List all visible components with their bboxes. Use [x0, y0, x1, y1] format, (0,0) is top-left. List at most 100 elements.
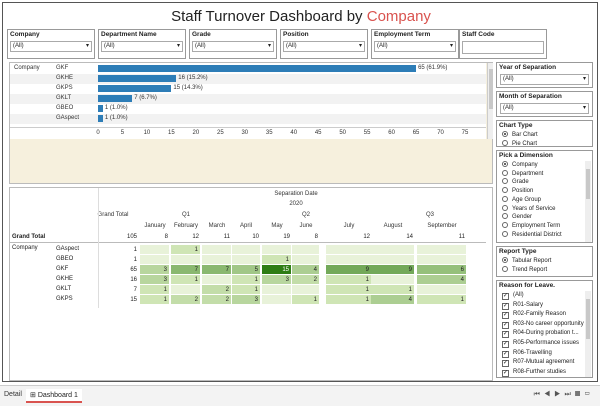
table-cell[interactable]: [171, 255, 200, 264]
panel-scrollbar[interactable]: [585, 291, 591, 377]
table-cell[interactable]: [371, 255, 414, 264]
tab-detail[interactable]: Detail: [4, 391, 22, 398]
radio-option[interactable]: Company: [502, 161, 538, 170]
radio-option[interactable]: Years of Service: [502, 204, 555, 214]
bar-row[interactable]: GKF 65 (61.9%): [10, 64, 486, 74]
table-cell[interactable]: [202, 275, 231, 284]
radio-option[interactable]: Pie Chart: [502, 139, 537, 146]
table-cell[interactable]: [292, 255, 319, 264]
radio-option[interactable]: Tabular Report: [502, 257, 551, 266]
checkbox-option[interactable]: ✓ R07-Mutual agreement: [502, 358, 574, 368]
table-cell[interactable]: 1: [232, 285, 260, 294]
table-cell[interactable]: 3: [262, 275, 291, 284]
table-cell[interactable]: 7: [171, 265, 200, 274]
radio-option[interactable]: Trend Report: [502, 265, 547, 275]
filter-dropdown[interactable]: [462, 41, 544, 54]
radio-option[interactable]: Residential District: [502, 230, 562, 240]
panel-scrollbar[interactable]: [585, 161, 591, 242]
bar-chart-scrollbar[interactable]: [487, 63, 493, 139]
filter-dropdown[interactable]: (All) ▾: [283, 41, 365, 52]
table-cell[interactable]: 1: [140, 285, 169, 294]
sheet-navigation[interactable]: ⏮◀▶⏭▦▭: [534, 391, 594, 399]
table-cell[interactable]: 1: [326, 295, 371, 304]
checkbox-option[interactable]: ✓ (All): [502, 291, 524, 300]
table-cell[interactable]: [326, 255, 371, 264]
table-cell[interactable]: [417, 245, 466, 254]
checkbox-option[interactable]: ✓ R06-Travelling: [502, 349, 552, 358]
table-cell[interactable]: [171, 285, 200, 294]
radio-option[interactable]: Grade: [502, 178, 529, 187]
panel-dropdown[interactable]: (All) ▾: [500, 103, 589, 114]
table-cell[interactable]: [140, 255, 169, 264]
table-cell[interactable]: 1: [171, 275, 200, 284]
table-cell[interactable]: [262, 295, 291, 304]
checkbox-option[interactable]: ✓ R03-No career opportunity: [502, 320, 584, 329]
table-cell[interactable]: 3: [140, 275, 169, 284]
table-cell[interactable]: 2: [292, 275, 319, 284]
table-cell[interactable]: [417, 255, 466, 264]
table-cell[interactable]: 1: [326, 285, 371, 294]
table-cell[interactable]: [292, 245, 319, 254]
radio-option[interactable]: Bar Chart: [502, 131, 538, 140]
table-cell[interactable]: 1: [171, 245, 200, 254]
table-cell[interactable]: 3: [232, 295, 260, 304]
bar-row[interactable]: GKHE 16 (15.2%): [10, 74, 486, 84]
table-cell[interactable]: 2: [202, 295, 231, 304]
table-cell[interactable]: 1: [326, 275, 371, 284]
filter-dropdown[interactable]: (All) ▾: [10, 41, 92, 52]
table-cell[interactable]: 1: [371, 285, 414, 294]
bar[interactable]: [98, 85, 172, 92]
table-cell[interactable]: [262, 245, 291, 254]
bar[interactable]: [98, 105, 103, 112]
bar-row[interactable]: GKPS 15 (14.3%): [10, 84, 486, 94]
table-cell[interactable]: 5: [232, 265, 260, 274]
table-cell[interactable]: 4: [417, 275, 466, 284]
table-cell[interactable]: [232, 255, 260, 264]
table-cell[interactable]: [140, 245, 169, 254]
table-cell[interactable]: 6: [417, 265, 466, 274]
bar-chart[interactable]: Company GKF 65 (61.9%) GKHE 16 (15.2%) GKPS 15…: [10, 63, 486, 127]
radio-option[interactable]: Department: [502, 169, 543, 179]
checkbox-option[interactable]: ✓ R08-Further studies: [502, 368, 566, 377]
bar[interactable]: [98, 75, 177, 82]
checkbox-option[interactable]: ✓ R04-During probation t...: [502, 329, 579, 339]
table-cell[interactable]: 15: [262, 265, 291, 274]
table-cell[interactable]: [326, 245, 371, 254]
bar-row[interactable]: GBEO 1 (1.0%): [10, 104, 486, 114]
table-cell[interactable]: 1: [292, 295, 319, 304]
filter-dropdown[interactable]: (All) ▾: [374, 41, 456, 52]
table-cell[interactable]: 2: [171, 295, 200, 304]
table-cell[interactable]: [417, 285, 466, 294]
table-cell[interactable]: [292, 285, 319, 294]
bar[interactable]: [98, 115, 103, 122]
filter-dropdown[interactable]: (All) ▾: [192, 41, 274, 52]
table-cell[interactable]: 4: [371, 295, 414, 304]
panel-dropdown[interactable]: (All) ▾: [500, 74, 589, 85]
table-cell[interactable]: [371, 275, 414, 284]
radio-option[interactable]: Age Group: [502, 195, 541, 205]
table-cell[interactable]: 1: [262, 255, 291, 264]
checkbox-option[interactable]: ✓ R01-Salary: [502, 301, 543, 310]
table-cell[interactable]: [202, 245, 231, 254]
table-cell[interactable]: 1: [232, 275, 260, 284]
bar-row[interactable]: GKLT 7 (6.7%): [10, 94, 486, 104]
filter-dropdown[interactable]: (All) ▾: [101, 41, 183, 52]
table-cell[interactable]: 9: [371, 265, 414, 274]
table-cell[interactable]: 2: [202, 285, 231, 294]
table-cell[interactable]: [202, 255, 231, 264]
radio-option[interactable]: Gender: [502, 213, 532, 222]
checkbox-option[interactable]: ✓ R02-Family Reason: [502, 310, 566, 320]
table-cell[interactable]: [371, 245, 414, 254]
bar-row[interactable]: GAspect 1 (1.0%): [10, 114, 486, 124]
checkbox-option[interactable]: ✓ R05-Performance issues: [502, 339, 579, 348]
radio-option[interactable]: Employment Term: [502, 221, 560, 231]
bar[interactable]: [98, 95, 133, 102]
radio-option[interactable]: Position: [502, 187, 533, 196]
tab-dashboard-1[interactable]: ⊞ Dashboard 1: [26, 389, 82, 403]
table-cell[interactable]: 1: [140, 295, 169, 304]
table-cell[interactable]: [232, 245, 260, 254]
bar[interactable]: [98, 65, 417, 72]
table-cell[interactable]: 4: [292, 265, 319, 274]
table-cell[interactable]: 9: [326, 265, 371, 274]
table-cell[interactable]: [262, 285, 291, 294]
